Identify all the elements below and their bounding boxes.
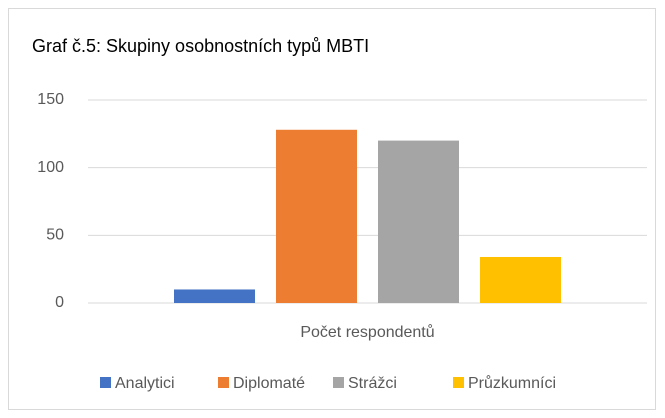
legend-swatch — [100, 377, 111, 388]
y-tick-label: 100 — [37, 159, 64, 176]
legend-label: Analytici — [115, 375, 175, 392]
y-tick-label: 0 — [55, 294, 64, 311]
bar — [174, 289, 255, 303]
bar — [480, 256, 561, 303]
y-tick-label: 150 — [37, 91, 64, 108]
bar — [378, 140, 459, 303]
y-tick-label: 50 — [46, 227, 64, 244]
bar — [276, 129, 357, 303]
legend-swatch — [453, 377, 464, 388]
legend-swatch — [333, 377, 344, 388]
legend-label: Průzkumníci — [468, 374, 556, 392]
legend-swatch — [218, 377, 229, 388]
legend-label: Strážci — [348, 375, 397, 392]
legend-label: Diplomaté — [233, 375, 305, 392]
x-tick-label: Počet respondentů — [300, 323, 434, 341]
chart-title: Graf č.5: Skupiny osobnostních typů MBTI — [32, 36, 369, 56]
